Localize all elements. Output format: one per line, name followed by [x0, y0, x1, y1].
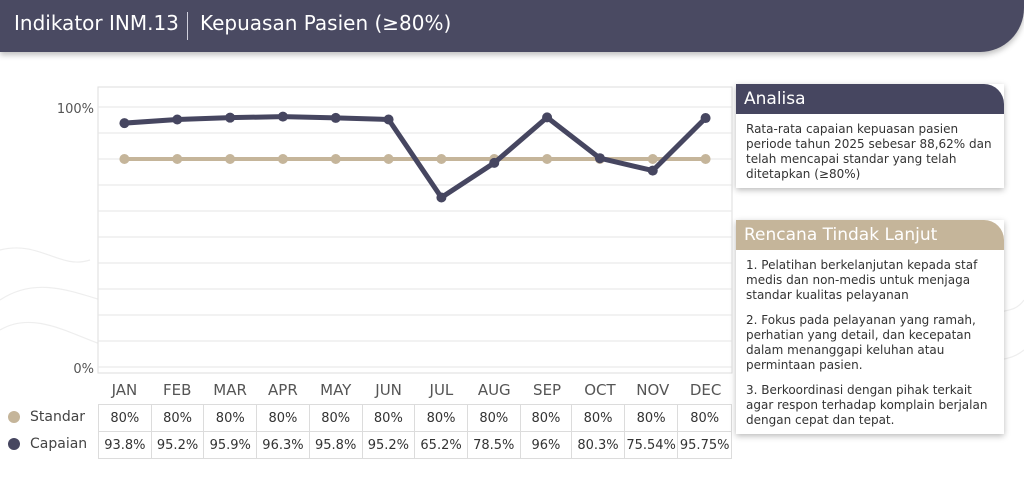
plot-area	[97, 86, 733, 374]
data-point-standar	[700, 154, 711, 164]
y-tick-label-max: 100%	[57, 102, 94, 117]
data-point-capaian	[330, 112, 341, 123]
analisa-panel: Analisa Rata-rata capaian kepuasan pasie…	[736, 84, 1004, 188]
data-point-capaian	[700, 113, 711, 124]
rtl-body: 1. Pelatihan berkelanjutan kepada staf m…	[736, 250, 1004, 434]
rtl-item: 3. Berkoordinasi dengan pihak terkait ag…	[746, 383, 988, 427]
x-tick-label: NOV	[636, 381, 670, 399]
table-cell: 80%	[308, 404, 363, 432]
legend-capaian-label: Capaian	[30, 436, 88, 452]
series-line-capaian	[124, 114, 708, 200]
table-cell: 80%	[361, 404, 416, 432]
table-cell: 75.54%	[623, 431, 679, 459]
table-cell: 80%	[623, 404, 679, 432]
legend-capaian-dot	[8, 438, 20, 450]
data-point-standar	[542, 154, 553, 164]
data-point-capaian	[489, 157, 500, 168]
data-point-capaian	[225, 112, 236, 123]
table-cell: 95.9%	[203, 431, 258, 459]
data-point-standar	[647, 154, 658, 164]
indicator-subtitle: Kepuasan Pasien (≥80%)	[200, 11, 452, 35]
x-tick-label: APR	[268, 381, 298, 399]
x-tick-label: FEB	[163, 381, 191, 399]
data-point-standar	[119, 154, 130, 164]
x-tick-label: JUN	[374, 381, 402, 399]
x-tick-label: MAR	[213, 381, 247, 399]
data-point-capaian	[594, 153, 605, 164]
table-row-capaian: 93.8% 95.2% 95.9% 96.3% 95.8% 95.2% 65.2…	[98, 431, 732, 459]
data-point-capaian	[277, 111, 288, 122]
x-tick-label: OCT	[584, 381, 616, 399]
data-point-standar	[277, 154, 288, 164]
table-cell: 96.3%	[256, 431, 310, 459]
data-point-capaian	[647, 165, 658, 176]
data-point-capaian	[383, 114, 394, 125]
x-tick-label: JUL	[429, 381, 454, 399]
table-cell: 80%	[466, 404, 521, 432]
series-layer	[119, 111, 711, 203]
legend-standar: Standar	[8, 409, 85, 425]
x-tick-label: MAY	[320, 381, 352, 399]
table-row-standar: 80% 80% 80% 80% 80% 80% 80% 80% 80% 80% …	[98, 404, 732, 432]
legend-standar-dot	[8, 411, 20, 423]
table-cell: 96%	[519, 431, 573, 459]
table-cell: 80%	[203, 404, 258, 432]
analisa-body: Rata-rata capaian kepuasan pasien period…	[736, 114, 1004, 188]
rtl-panel: Rencana Tindak Lanjut 1. Pelatihan berke…	[736, 220, 1004, 434]
table-cell: 80%	[414, 404, 468, 432]
data-table: 80% 80% 80% 80% 80% 80% 80% 80% 80% 80% …	[98, 404, 732, 459]
analisa-title: Analisa	[736, 84, 1004, 114]
x-tick-label: SEP	[533, 381, 561, 399]
rtl-item: 1. Pelatihan berkelanjutan kepada staf m…	[746, 258, 978, 302]
header-divider	[187, 12, 188, 40]
rtl-title: Rencana Tindak Lanjut	[736, 220, 1004, 250]
table-cell: 78.5%	[466, 431, 521, 459]
table-cell: 80%	[571, 404, 625, 432]
data-point-capaian	[119, 118, 130, 129]
line-chart: 100% 0% JAN FEB MAR APR MAY JUN JUL AUG SEP OCT NO…	[57, 86, 733, 399]
table-cell: 80%	[256, 404, 310, 432]
legend-capaian: Capaian	[8, 436, 87, 452]
data-point-capaian	[542, 112, 553, 123]
table-cell: 65.2%	[414, 431, 468, 459]
table-cell: 93.8%	[98, 431, 152, 459]
data-point-standar	[436, 154, 447, 164]
table-cell: 95.75%	[677, 431, 732, 459]
x-tick-label: AUG	[478, 381, 511, 399]
header-bar: Indikator INM.13 Kepuasan Pasien (≥80%)	[0, 0, 1024, 52]
data-point-capaian	[172, 114, 183, 125]
indicator-title: Indikator INM.13	[14, 11, 179, 35]
table-cell: 95.8%	[308, 431, 363, 459]
data-point-standar	[383, 154, 394, 164]
y-tick-label-min: 0%	[73, 362, 94, 377]
data-point-capaian	[436, 192, 447, 203]
table-cell: 80%	[519, 404, 573, 432]
data-point-standar	[225, 154, 236, 164]
analisa-text: Rata-rata capaian kepuasan pasien period…	[746, 122, 992, 181]
legend-standar-label: Standar	[30, 409, 86, 425]
x-axis-labels: JAN FEB MAR APR MAY JUN JUL AUG SEP OCT NOV DEC	[111, 381, 722, 399]
table-cell: 95.2%	[361, 431, 416, 459]
x-tick-label: JAN	[111, 381, 138, 399]
rtl-item: 2. Fokus pada pelayanan yang ramah, perh…	[746, 313, 976, 372]
table-cell: 80%	[677, 404, 732, 432]
data-point-standar	[172, 154, 183, 164]
data-point-standar	[330, 154, 341, 164]
table-cell: 80%	[98, 404, 152, 432]
x-tick-label: DEC	[690, 381, 722, 399]
table-cell: 80%	[150, 404, 205, 432]
table-cell: 95.2%	[150, 431, 205, 459]
table-cell: 80.3%	[571, 431, 625, 459]
